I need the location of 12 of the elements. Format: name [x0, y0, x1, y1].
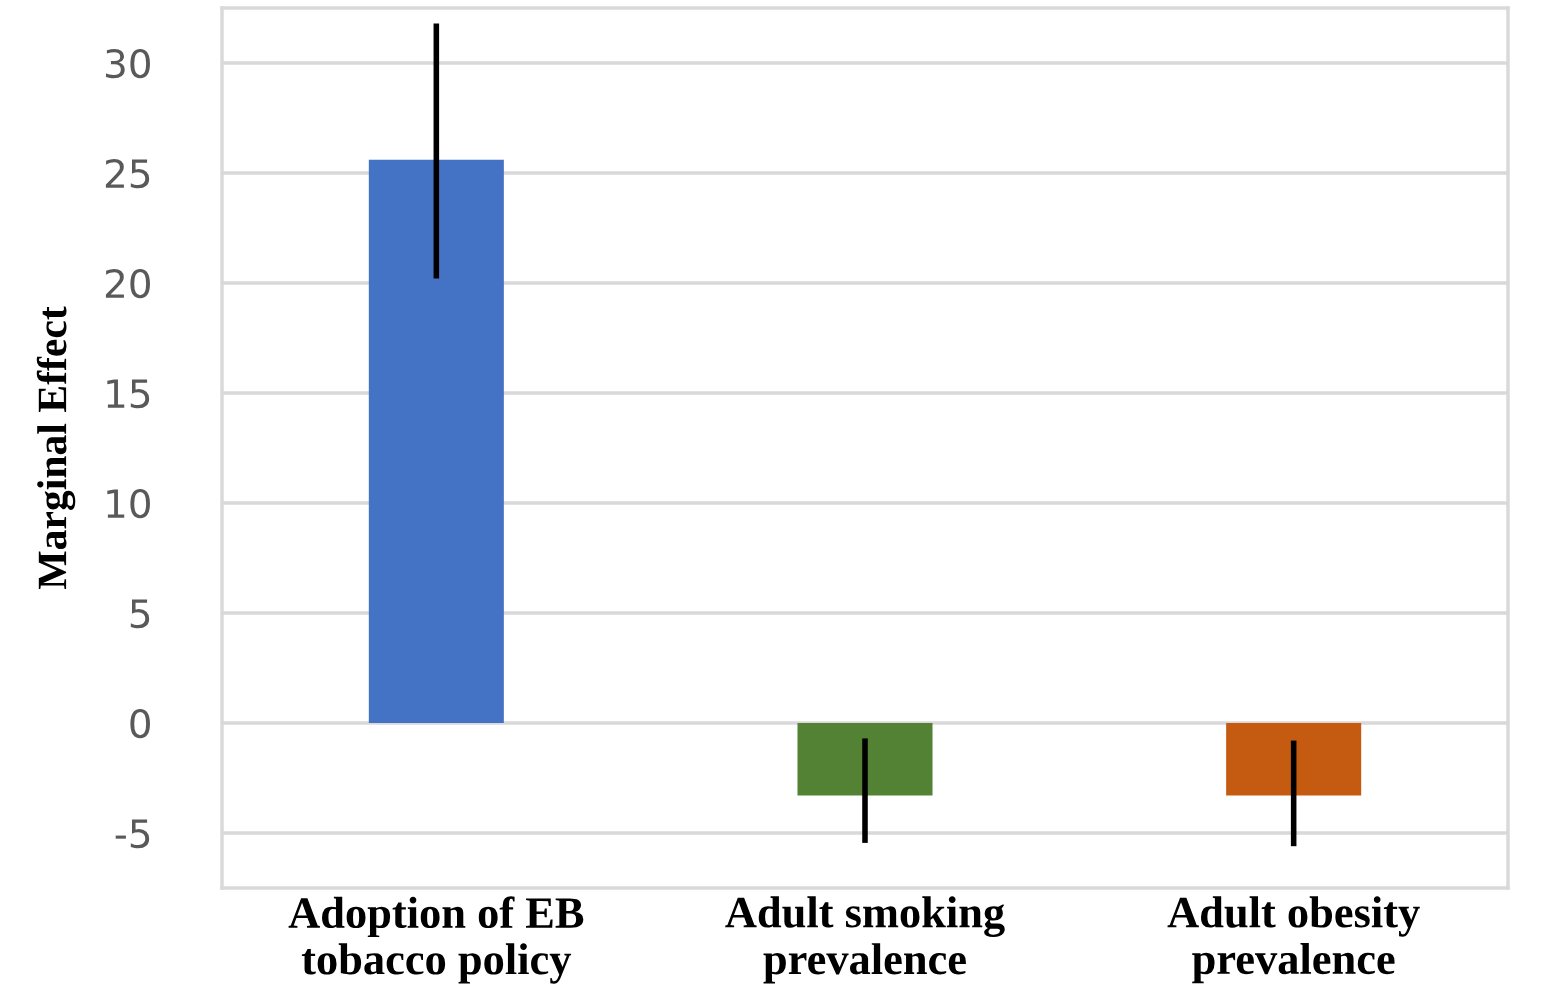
y-tick-label: 10: [107, 488, 150, 519]
y-tick-label: 20: [105, 268, 150, 299]
y-tick-label: 25: [105, 158, 150, 189]
x-tick-label: Adult smoking prevalence: [725, 896, 1005, 984]
y-tick-label: 0: [130, 708, 150, 739]
x-tick-label: Adult obesity prevalence: [1167, 896, 1420, 984]
y-tick-label: -5: [115, 819, 150, 849]
y-tick-label: 15: [107, 379, 150, 409]
x-tick-label: Adoption of EB tobacco policy: [288, 896, 584, 984]
y-axis-title: Marginal Effect: [36, 306, 76, 590]
y-tick-label: 5: [130, 599, 150, 629]
y-tick-label: 30: [106, 48, 150, 79]
